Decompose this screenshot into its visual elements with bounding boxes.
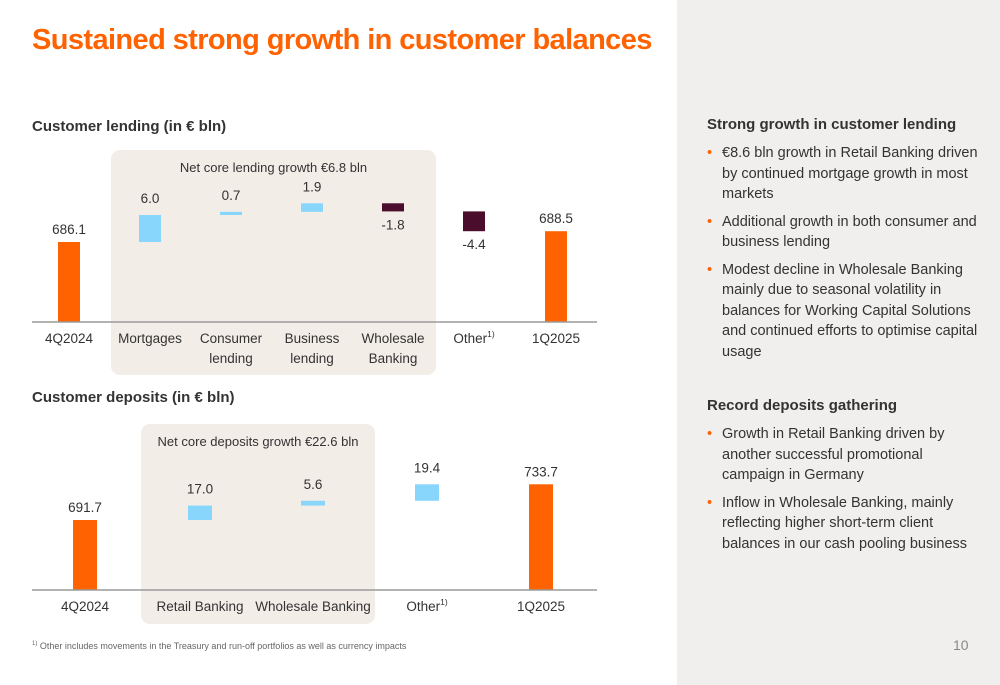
x-tick-label: 1Q2025 bbox=[517, 599, 565, 614]
lending-commentary-heading: Strong growth in customer lending bbox=[707, 116, 957, 133]
data-label: 688.5 bbox=[539, 211, 573, 226]
list-item: • €8.6 bln growth in Retail Banking drive… bbox=[707, 145, 978, 202]
x-tick-label: 1Q2025 bbox=[532, 331, 580, 346]
bar-decrease bbox=[463, 211, 485, 232]
page-number: 10 bbox=[953, 637, 969, 653]
lending-chart-title: Customer lending (in € bln) bbox=[32, 118, 227, 135]
x-tick-label: Consumer lending bbox=[200, 331, 263, 366]
core-growth-box bbox=[111, 150, 436, 375]
data-label: 17.0 bbox=[187, 482, 213, 497]
x-tick-label: Wholesale Banking bbox=[255, 599, 371, 614]
x-tick-label: Retail Banking bbox=[156, 599, 243, 614]
bullet-icon: • bbox=[707, 494, 713, 511]
data-label: 19.4 bbox=[414, 460, 441, 475]
list-item: • Growth in Retail Banking driven by anot… bbox=[707, 426, 945, 483]
footnote: 1) Other includes movements in the Treas… bbox=[32, 641, 407, 651]
deposits-waterfall-chart: Net core deposits growth €22.6 bln 691.7 4… bbox=[32, 424, 597, 624]
bar-increase bbox=[188, 505, 212, 520]
bar-total bbox=[58, 242, 80, 322]
deposits-commentary-list: • Growth in Retail Banking driven by anot… bbox=[707, 424, 983, 561]
commentary-panel: Strong growth in customer lending • €8.6 … bbox=[677, 0, 1000, 685]
deposits-chart-title: Customer deposits (in € bln) bbox=[32, 389, 235, 406]
bar-total bbox=[545, 231, 567, 322]
bar-increase bbox=[139, 215, 161, 242]
data-label: 691.7 bbox=[68, 500, 102, 515]
x-tick-label: 4Q2024 bbox=[45, 331, 94, 346]
x-tick-label: Mortgages bbox=[118, 331, 182, 346]
data-label: -1.8 bbox=[381, 217, 404, 232]
bullet-icon: • bbox=[707, 261, 713, 278]
data-label: 733.7 bbox=[524, 464, 558, 479]
x-tick-label: 4Q2024 bbox=[61, 599, 110, 614]
bar-total bbox=[529, 484, 553, 590]
core-growth-label: Net core deposits growth €22.6 bln bbox=[158, 434, 359, 449]
data-label: 0.7 bbox=[222, 188, 241, 203]
core-growth-box bbox=[141, 424, 375, 624]
bullet-icon: • bbox=[707, 145, 713, 161]
footnote-marker: 1) bbox=[32, 641, 38, 647]
lending-commentary-list: • €8.6 bln growth in Retail Banking drive… bbox=[707, 143, 983, 369]
data-label: 5.6 bbox=[304, 477, 323, 492]
deposits-commentary-heading: Record deposits gathering bbox=[707, 397, 898, 414]
x-tick-label: Other1) bbox=[406, 597, 447, 614]
list-item: • Additional growth in both consumer and … bbox=[707, 213, 977, 251]
bullet-icon: • bbox=[707, 426, 713, 442]
page-title: Sustained strong growth in customer bala… bbox=[32, 24, 652, 56]
bullet-icon: • bbox=[707, 213, 713, 230]
bar-increase bbox=[301, 500, 325, 506]
x-tick-label: Business lending bbox=[285, 331, 340, 366]
bar-total bbox=[73, 520, 97, 590]
list-item: • Modest decline in Wholesale Banking mai… bbox=[707, 261, 978, 360]
x-tick-label: Wholesale Banking bbox=[361, 331, 424, 366]
data-label: 686.1 bbox=[52, 222, 86, 237]
lending-waterfall-chart: Net core lending growth €6.8 bln 686.1 4Q2… bbox=[32, 150, 597, 375]
bar-decrease bbox=[382, 203, 404, 212]
x-tick-label: Other1) bbox=[453, 329, 494, 346]
bar-increase bbox=[415, 484, 439, 501]
data-label: -4.4 bbox=[462, 237, 486, 252]
bar-increase bbox=[301, 203, 323, 212]
data-label: 1.9 bbox=[303, 179, 322, 194]
bar-increase bbox=[220, 211, 242, 215]
core-growth-label: Net core lending growth €6.8 bln bbox=[180, 160, 367, 175]
list-item: • Inflow in Wholesale Banking, mainly ref… bbox=[707, 494, 968, 552]
data-label: 6.0 bbox=[141, 191, 160, 206]
